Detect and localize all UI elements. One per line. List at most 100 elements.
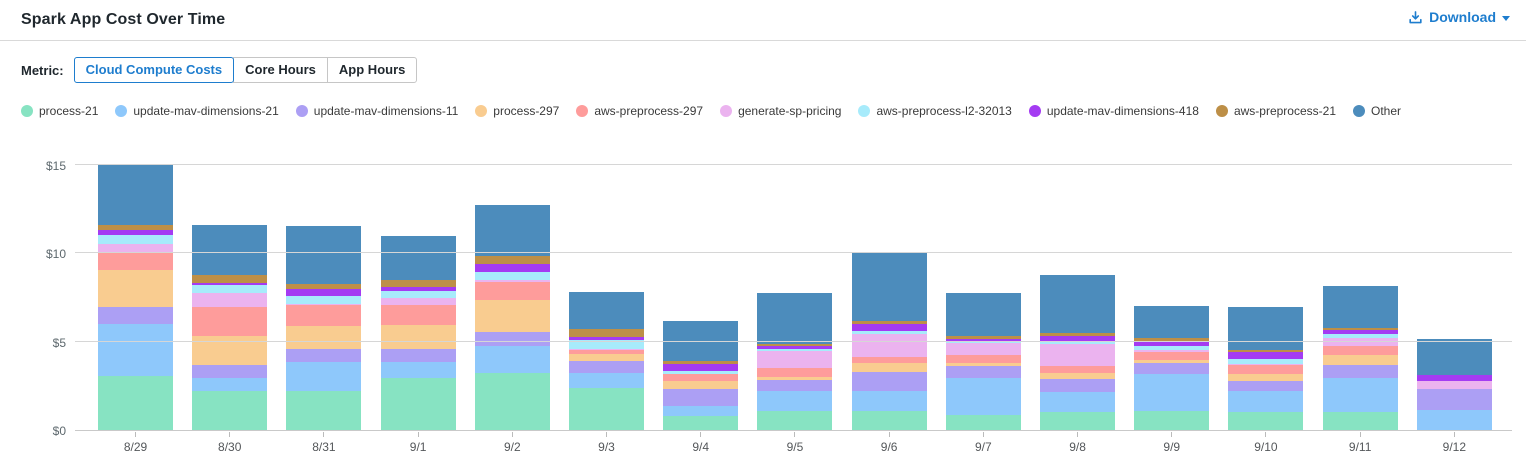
bar-segment-update-mav-dimensions-11[interactable]	[851, 371, 927, 392]
bar-segment-generate-sp-pricing[interactable]	[1134, 349, 1210, 353]
bar-9-5[interactable]	[757, 293, 833, 430]
bar-segment-other[interactable]	[1322, 286, 1398, 328]
bar-segment-update-mav-dimensions-21[interactable]	[569, 372, 645, 388]
bar-segment-process-21[interactable]	[1228, 412, 1304, 430]
bar-segment-other[interactable]	[1134, 305, 1210, 339]
bar-segment-generate-sp-pricing[interactable]	[474, 279, 550, 282]
bar-segment-aws-preprocess-l2-32013[interactable]	[757, 348, 833, 352]
bar-segment-aws-preprocess-21[interactable]	[851, 321, 927, 325]
bar-segment-aws-preprocess-l2-32013[interactable]	[192, 285, 268, 294]
bar-segment-update-mav-dimensions-11[interactable]	[1322, 364, 1398, 378]
bar-segment-aws-preprocess-21[interactable]	[192, 274, 268, 283]
bar-segment-update-mav-dimensions-11[interactable]	[1228, 381, 1304, 392]
bar-segment-aws-preprocess-l2-32013[interactable]	[286, 295, 362, 304]
bar-segment-update-mav-dimensions-418[interactable]	[192, 282, 268, 286]
bar-segment-process-297[interactable]	[945, 362, 1021, 366]
bar-segment-process-21[interactable]	[98, 376, 173, 430]
legend-item-generate-sp-pricing[interactable]: generate-sp-pricing	[720, 104, 841, 118]
bar-segment-other[interactable]	[192, 225, 268, 275]
bar-segment-update-mav-dimensions-21[interactable]	[851, 391, 927, 411]
bar-segment-other[interactable]	[569, 292, 645, 330]
bar-segment-other[interactable]	[380, 235, 456, 280]
bar-segment-aws-preprocess-l2-32013[interactable]	[1134, 346, 1210, 350]
bar-segment-process-21[interactable]	[945, 414, 1021, 430]
bar-segment-update-mav-dimensions-11[interactable]	[663, 388, 739, 407]
bar-segment-process-21[interactable]	[286, 391, 362, 430]
bar-segment-process-297[interactable]	[1322, 354, 1398, 365]
bar-segment-other[interactable]	[851, 253, 927, 322]
bar-segment-aws-preprocess-21[interactable]	[757, 343, 833, 347]
bar-segment-process-297[interactable]	[851, 362, 927, 372]
bar-segment-aws-preprocess-21[interactable]	[380, 279, 456, 287]
bar-segment-aws-preprocess-21[interactable]	[663, 361, 739, 364]
bar-segment-generate-sp-pricing[interactable]	[1416, 381, 1492, 390]
bar-segment-update-mav-dimensions-21[interactable]	[757, 391, 833, 411]
bar-segment-aws-preprocess-l2-32013[interactable]	[1040, 341, 1116, 345]
bar-segment-aws-preprocess-l2-32013[interactable]	[98, 234, 173, 244]
bar-segment-process-21[interactable]	[569, 387, 645, 430]
bar-segment-generate-sp-pricing[interactable]	[286, 303, 362, 306]
bar-segment-update-mav-dimensions-21[interactable]	[945, 377, 1021, 415]
bar-9-6[interactable]	[851, 253, 927, 430]
bar-segment-update-mav-dimensions-418[interactable]	[1134, 341, 1210, 347]
bar-9-9[interactable]	[1134, 305, 1210, 430]
legend-item-process-297[interactable]: process-297	[475, 104, 559, 118]
bar-segment-process-21[interactable]	[757, 410, 833, 430]
bar-segment-update-mav-dimensions-418[interactable]	[851, 324, 927, 332]
bar-segment-update-mav-dimensions-418[interactable]	[1040, 335, 1116, 342]
bar-segment-aws-preprocess-l2-32013[interactable]	[945, 340, 1021, 343]
bar-segment-process-297[interactable]	[1228, 373, 1304, 382]
legend-item-update-mav-dimensions-21[interactable]: update-mav-dimensions-21	[115, 104, 279, 118]
bar-segment-update-mav-dimensions-21[interactable]	[98, 324, 173, 377]
bar-segment-update-mav-dimensions-418[interactable]	[663, 363, 739, 371]
bar-9-10[interactable]	[1228, 307, 1304, 430]
legend-item-aws-preprocess-21[interactable]: aws-preprocess-21	[1215, 104, 1336, 118]
bar-segment-update-mav-dimensions-21[interactable]	[1040, 392, 1116, 413]
bar-segment-other[interactable]	[286, 226, 362, 285]
bar-segment-aws-preprocess-21[interactable]	[1040, 332, 1116, 336]
bar-segment-aws-preprocess-l2-32013[interactable]	[474, 271, 550, 280]
bar-segment-process-297[interactable]	[474, 300, 550, 332]
bar-segment-other[interactable]	[474, 204, 550, 257]
bar-segment-aws-preprocess-297[interactable]	[192, 307, 268, 336]
bar-9-12[interactable]	[1416, 339, 1492, 430]
bar-segment-process-21[interactable]	[1134, 410, 1210, 430]
bar-segment-update-mav-dimensions-11[interactable]	[192, 364, 268, 378]
bar-segment-update-mav-dimensions-418[interactable]	[98, 230, 173, 235]
bar-9-1[interactable]	[380, 235, 456, 430]
bar-segment-aws-preprocess-l2-32013[interactable]	[851, 331, 927, 334]
bar-segment-process-21[interactable]	[192, 391, 268, 430]
bar-9-3[interactable]	[569, 292, 645, 430]
bar-segment-update-mav-dimensions-11[interactable]	[380, 348, 456, 362]
bar-segment-aws-preprocess-297[interactable]	[1228, 364, 1304, 374]
bar-segment-aws-preprocess-297[interactable]	[286, 305, 362, 326]
metric-option-core-hours[interactable]: Core Hours	[233, 57, 328, 83]
bar-segment-update-mav-dimensions-11[interactable]	[569, 361, 645, 373]
bar-segment-update-mav-dimensions-11[interactable]	[286, 348, 362, 362]
bar-segment-other[interactable]	[1228, 307, 1304, 350]
bar-segment-process-21[interactable]	[1040, 412, 1116, 430]
bar-segment-update-mav-dimensions-11[interactable]	[945, 365, 1021, 378]
bar-9-7[interactable]	[945, 293, 1021, 430]
bar-segment-update-mav-dimensions-418[interactable]	[1322, 330, 1398, 334]
bar-9-2[interactable]	[474, 204, 550, 430]
bar-segment-update-mav-dimensions-11[interactable]	[757, 379, 833, 392]
bar-segment-aws-preprocess-297[interactable]	[945, 354, 1021, 363]
bar-segment-aws-preprocess-21[interactable]	[1228, 349, 1304, 353]
bar-segment-update-mav-dimensions-21[interactable]	[474, 346, 550, 374]
bar-segment-aws-preprocess-297[interactable]	[474, 281, 550, 301]
bar-segment-aws-preprocess-l2-32013[interactable]	[663, 370, 739, 374]
legend-item-other[interactable]: Other	[1353, 104, 1401, 118]
bar-segment-process-297[interactable]	[1134, 360, 1210, 363]
bar-9-4[interactable]	[663, 320, 739, 430]
bar-segment-update-mav-dimensions-21[interactable]	[663, 406, 739, 416]
bar-segment-update-mav-dimensions-21[interactable]	[1228, 391, 1304, 413]
bar-segment-aws-preprocess-21[interactable]	[1322, 327, 1398, 331]
bar-segment-process-297[interactable]	[380, 324, 456, 349]
bar-segment-generate-sp-pricing[interactable]	[663, 373, 739, 375]
bar-segment-update-mav-dimensions-418[interactable]	[569, 337, 645, 340]
bar-8-29[interactable]	[98, 164, 173, 430]
bar-segment-aws-preprocess-l2-32013[interactable]	[380, 291, 456, 298]
bar-segment-aws-preprocess-21[interactable]	[286, 284, 362, 289]
legend-item-update-mav-dimensions-11[interactable]: update-mav-dimensions-11	[295, 104, 458, 118]
